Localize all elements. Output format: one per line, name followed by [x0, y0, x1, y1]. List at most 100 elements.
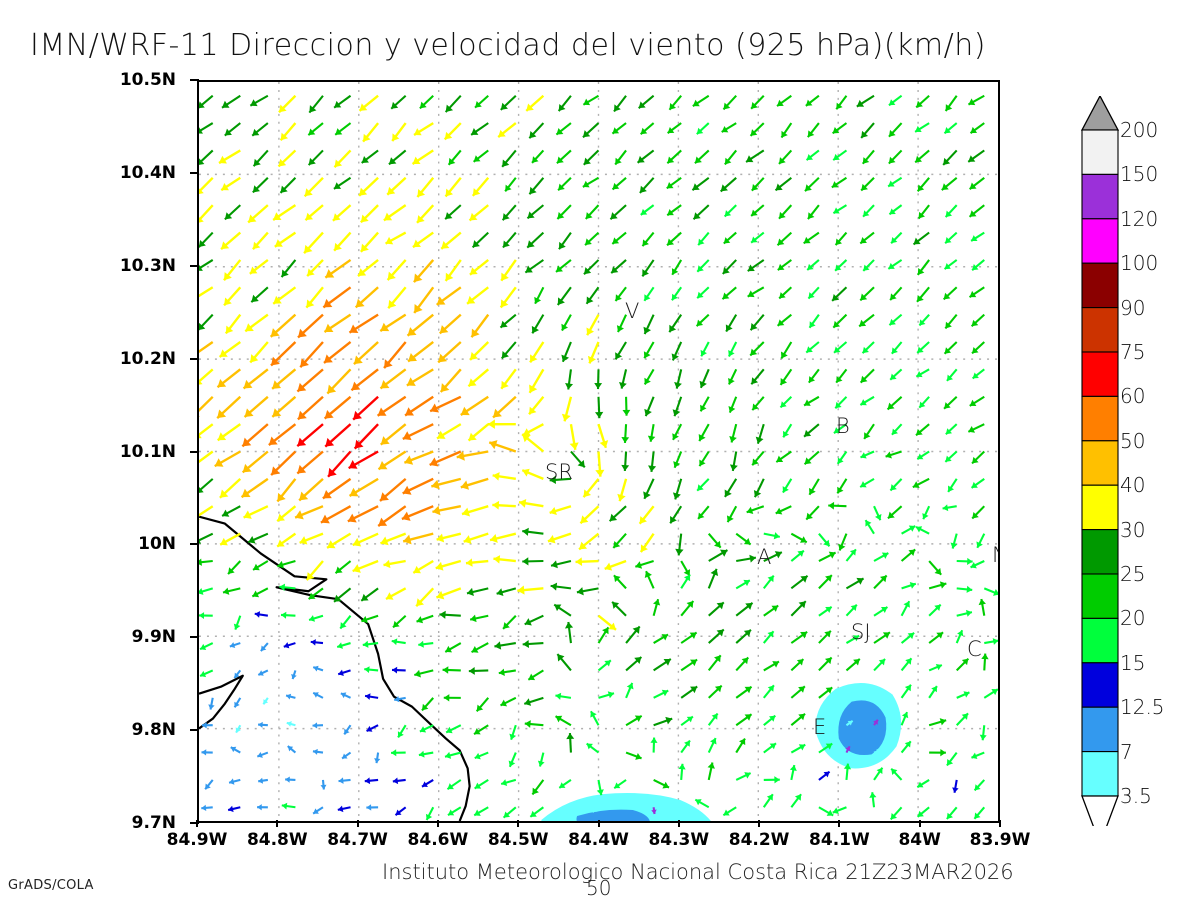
wind-arrow	[590, 710, 600, 726]
wind-arrow	[916, 450, 930, 461]
wind-arrow	[735, 685, 753, 699]
wind-arrow	[470, 122, 489, 136]
wind-arrow	[873, 505, 882, 521]
wind-arrow	[836, 478, 848, 494]
colorbar-legend[interactable]: 200 150 120 100 90 75 60 50 40 30 25 20 15 12.5 7 3.5	[1078, 96, 1198, 826]
wind-arrow	[402, 532, 434, 545]
wind-arrow	[528, 368, 545, 394]
wind-arrow	[386, 259, 407, 281]
wind-arrow	[312, 806, 324, 815]
wind-arrow	[524, 720, 544, 728]
wind-arrow	[956, 585, 973, 593]
wind-arrow	[639, 532, 655, 553]
wind-arrow	[307, 122, 324, 136]
wind-arrow	[828, 501, 847, 510]
wind-arrow	[971, 259, 985, 271]
wind-arrow	[340, 692, 351, 699]
wind-arrow	[553, 603, 572, 617]
map-plot-area[interactable]: VSRBASJCEN	[197, 80, 1000, 823]
wind-arrow	[622, 396, 631, 416]
wind-arrow	[750, 204, 765, 217]
wind-arrow	[383, 204, 407, 222]
wind-arrow	[336, 642, 351, 649]
wind-arrow	[755, 423, 765, 444]
wind-arrow	[651, 807, 657, 815]
x-tick-label: 83.9W	[969, 830, 1031, 850]
wind-arrow	[334, 122, 352, 136]
wind-arrow	[943, 122, 958, 135]
wind-arrow	[955, 712, 969, 726]
wind-arrow	[268, 423, 297, 446]
wind-arrow	[640, 122, 655, 136]
wind-arrow	[680, 715, 694, 727]
wind-arrow	[698, 450, 710, 467]
wind-arrow	[223, 259, 242, 281]
wind-arrow	[942, 286, 958, 301]
wind-arrow	[521, 468, 544, 480]
wind-arrow	[416, 614, 434, 624]
wind-arrow	[258, 777, 269, 784]
wind-arrow	[918, 313, 930, 327]
wind-arrow	[638, 505, 655, 525]
wind-arrow	[461, 505, 489, 517]
wind-arrow	[667, 122, 682, 134]
wind-arrow	[918, 396, 930, 409]
x-tick-label: 84.7W	[327, 830, 388, 850]
wind-arrow	[653, 658, 672, 672]
wind-arrow	[333, 231, 352, 252]
wind-arrow	[256, 751, 269, 758]
wind-arrow	[522, 557, 544, 566]
coastline	[199, 515, 471, 821]
wind-arrow	[611, 176, 627, 191]
wind-arrow	[888, 313, 903, 326]
wind-arrow	[278, 94, 297, 114]
wind-arrow	[494, 641, 516, 650]
wind-arrow	[680, 739, 691, 754]
wind-arrow	[435, 559, 462, 571]
wind-arrow	[861, 341, 875, 354]
wind-arrow	[692, 204, 710, 221]
wind-arrow	[746, 505, 765, 514]
wind-arrow	[233, 697, 242, 708]
wind-arrow	[296, 450, 324, 475]
wind-arrow	[439, 610, 461, 619]
wind-arrow	[276, 532, 297, 548]
wind-arrow	[303, 231, 324, 254]
wind-arrow	[818, 742, 833, 754]
wind-arrow	[436, 532, 462, 543]
wind-arrow	[864, 519, 875, 535]
wind-arrow	[242, 368, 269, 390]
wind-arrow	[391, 666, 406, 674]
wind-arrow	[251, 587, 269, 598]
y-tick-label: 10N	[138, 534, 176, 555]
wind-arrow	[214, 450, 241, 468]
wind-arrow	[578, 532, 600, 551]
wind-arrow	[916, 286, 930, 303]
wind-arrow	[640, 204, 655, 216]
wind-arrow	[436, 286, 462, 306]
wind-arrow	[353, 341, 379, 366]
x-tick-mark	[999, 820, 1001, 827]
wind-arrow	[308, 95, 324, 114]
wind-arrow	[220, 176, 241, 192]
wind-arrow	[419, 724, 434, 733]
wind-arrow	[635, 560, 654, 569]
wind-arrow	[350, 368, 379, 392]
wind-arrow	[199, 176, 214, 195]
wind-arrow	[750, 94, 765, 110]
wind-arrow	[280, 611, 296, 619]
wind-arrow	[695, 313, 710, 327]
wind-arrow	[613, 95, 627, 113]
wind-arrow	[612, 532, 627, 549]
wind-arrow	[338, 777, 351, 784]
wind-arrow	[376, 395, 407, 417]
wind-arrow	[763, 776, 780, 784]
wind-arrow	[778, 286, 793, 300]
wind-arrow	[832, 149, 848, 161]
wind-arrow	[777, 259, 792, 271]
wind-arrow	[199, 204, 214, 223]
wind-arrow	[680, 685, 698, 699]
wind-arrow	[618, 369, 628, 389]
wind-arrow	[698, 423, 710, 442]
wind-arrow	[668, 314, 683, 333]
